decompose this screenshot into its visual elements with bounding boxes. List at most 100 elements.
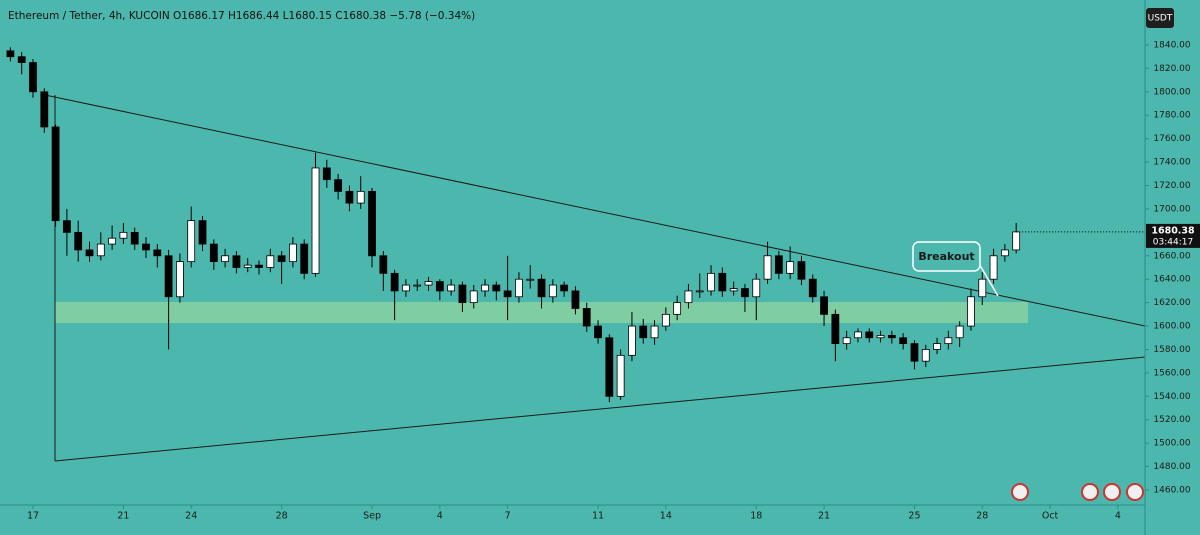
flag-icon — [1011, 483, 1029, 501]
callout-pointer — [977, 261, 999, 297]
candle-body — [684, 290, 693, 304]
x-tick-label: 4 — [1115, 511, 1121, 522]
last-price-label: 1680.38 — [1151, 225, 1195, 236]
y-tick-label: 1560.00 — [1153, 368, 1190, 378]
candle-body — [51, 126, 60, 222]
candle-body — [29, 62, 37, 93]
candle-body — [808, 278, 817, 298]
candle-body — [718, 272, 727, 292]
candle-body — [469, 290, 478, 304]
x-tick-label: 11 — [592, 511, 604, 522]
candle-body — [119, 231, 128, 239]
candle-body — [989, 255, 998, 280]
candle-body — [661, 313, 670, 327]
candle-body — [910, 343, 919, 362]
y-tick-label: 1520.00 — [1153, 415, 1190, 425]
y-tick-label: 1760.00 — [1153, 134, 1190, 144]
y-tick-label: 1640.00 — [1153, 275, 1190, 285]
x-tick-label: 4 — [437, 511, 443, 522]
candle-body — [865, 331, 874, 339]
candle-body — [515, 278, 523, 298]
candle-body — [628, 325, 636, 356]
x-tick-label: 17 — [27, 511, 39, 522]
candle-body — [266, 255, 275, 268]
candle-body — [187, 220, 196, 263]
candle-body — [560, 284, 569, 292]
candle-body — [413, 284, 422, 287]
candle-body — [492, 284, 501, 292]
candle-body — [164, 255, 173, 298]
candle-body — [6, 50, 15, 58]
candle-body — [85, 249, 94, 257]
candle-body — [831, 313, 840, 345]
candle-body — [356, 190, 365, 204]
y-tick-label: 1660.00 — [1153, 251, 1190, 261]
candle-body — [447, 284, 456, 292]
x-tick-label: Sep — [363, 511, 381, 522]
candle-body — [108, 237, 117, 245]
x-tick-label: 21 — [117, 511, 129, 522]
currency-box — [1146, 8, 1174, 28]
support-zone — [55, 302, 1028, 323]
flag-icon — [1081, 483, 1099, 501]
y-tick-label: 1720.00 — [1153, 181, 1190, 191]
candle-body — [390, 272, 399, 292]
y-tick-label: 1500.00 — [1153, 439, 1190, 449]
candle-body — [334, 179, 343, 192]
y-tick-label: 1600.00 — [1153, 322, 1190, 332]
y-tick-label: 1700.00 — [1153, 204, 1190, 214]
candle-body — [435, 281, 444, 292]
candle-body — [458, 284, 467, 304]
candle-body — [503, 290, 512, 298]
candle-body — [955, 325, 964, 339]
candle-body — [944, 337, 953, 345]
candle-body — [650, 325, 659, 339]
candle-body — [842, 337, 851, 345]
y-tick-label: 1620.00 — [1153, 298, 1190, 308]
x-tick-label: 14 — [660, 511, 672, 522]
candle-body — [729, 288, 738, 292]
candle-body — [797, 261, 806, 280]
candle-body — [978, 278, 987, 298]
candle-body — [130, 231, 139, 245]
candle-body — [571, 290, 580, 309]
candle-body — [96, 243, 105, 257]
candle-body — [854, 331, 862, 339]
header: Ethereum / Tether, 4h, KUCOIN O1686.17 H… — [8, 10, 475, 22]
candle-body — [899, 337, 908, 345]
candle-body — [526, 278, 535, 281]
y-tick-label: 1580.00 — [1153, 345, 1190, 355]
y-tick-label: 1740.00 — [1153, 158, 1190, 168]
x-tick-label: 21 — [818, 511, 830, 522]
currency: USDT — [1148, 14, 1173, 24]
candle-body — [198, 220, 207, 245]
candle-body — [741, 288, 749, 298]
candle-body — [255, 264, 263, 268]
lower-trendline — [54, 356, 1146, 462]
y-tick-label: 1800.00 — [1153, 87, 1190, 97]
x-tick-label: 7 — [505, 511, 511, 522]
y-tick-label: 1820.00 — [1153, 64, 1190, 74]
countdown: 03:44:17 — [1153, 237, 1193, 247]
candle-body — [967, 296, 975, 327]
candle-body — [243, 264, 252, 268]
candle-body — [582, 308, 591, 327]
y-tick-label: 1540.00 — [1153, 392, 1190, 402]
callout-box — [912, 241, 981, 272]
callout-text: Breakout — [918, 250, 974, 263]
candle-body — [289, 243, 297, 263]
candle-body — [695, 290, 704, 293]
candle-body — [1012, 231, 1021, 251]
candle-body — [763, 255, 772, 280]
x-tick-label: Oct — [1042, 511, 1059, 522]
candle-body — [921, 349, 930, 362]
y-tick-label: 1480.00 — [1153, 462, 1190, 472]
flag-icon — [1103, 483, 1121, 501]
candle-body — [300, 243, 309, 274]
candle-body — [887, 335, 896, 339]
event-flags — [1011, 483, 1144, 501]
x-tick-label: 28 — [276, 511, 288, 522]
candle-body — [933, 343, 941, 350]
y-tick-label: 1840.00 — [1153, 40, 1190, 50]
